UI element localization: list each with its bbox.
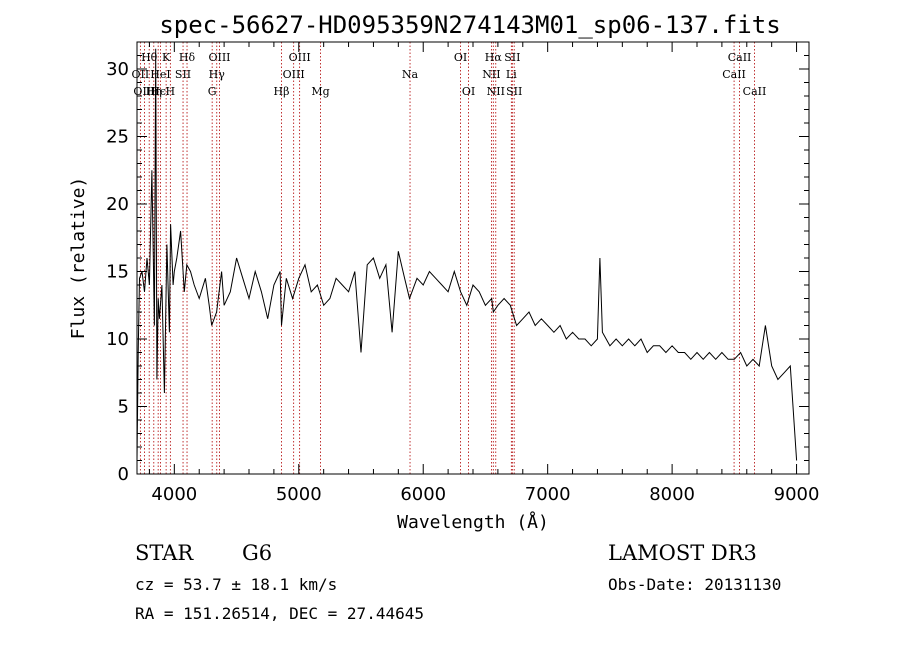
spectral-line-label: OI (462, 85, 475, 98)
y-tick-label: 15 (106, 262, 129, 283)
spectral-line-label: NII (482, 68, 500, 81)
x-tick-label: 6000 (400, 484, 446, 505)
spectral-line-label: Hγ (209, 68, 226, 81)
chart-title: spec-56627-HD095359N274143M01_sp06-137.f… (159, 11, 780, 39)
obs-date: Obs-Date: 20131130 (608, 575, 781, 594)
x-tick-label: 9000 (774, 484, 820, 505)
spectral-line-label: Hη (146, 85, 162, 98)
x-axis-label: Wavelength (Å) (397, 511, 549, 533)
y-tick-label: 20 (106, 194, 129, 215)
spectral-line-label: CaII (722, 68, 746, 81)
spectral-line-label: Hϵ (150, 85, 166, 98)
spectrum-series (136, 48, 798, 461)
spectral-line-label: OIII (289, 51, 311, 64)
subclass: G6 (242, 541, 272, 565)
spectral-line-label: Li (506, 68, 517, 81)
spectral-line-label: OIII (208, 51, 230, 64)
spectral-line-label: G (208, 85, 217, 98)
x-tick-label: 8000 (649, 484, 695, 505)
object-class: STAR (135, 541, 194, 565)
spectral-line-label: HeI (150, 68, 170, 81)
spectral-line-labels: HθOIIHηOIIIHϵHeIKHSIIHδGOIIIHγHβOIIIOIII… (132, 51, 767, 98)
spectral-line-label: Hθ (141, 51, 158, 64)
spectral-line-label: Mg (311, 85, 329, 98)
y-tick-label: 5 (118, 397, 129, 418)
y-tick-label: 25 (106, 127, 129, 148)
y-tick-label: 0 (118, 464, 129, 485)
spectral-line-label: K (162, 51, 171, 64)
spectrum-line (136, 48, 798, 461)
spectral-line-label: OI (454, 51, 467, 64)
axis-ticks: 4000 5000 6000 7000 8000 9000 0 5 10 15 20 25 30 (106, 42, 819, 505)
y-axis-label: Flux (relative) (68, 177, 89, 340)
spectral-line-label: OIII (283, 68, 305, 81)
spectral-line-label: SII (506, 85, 522, 98)
spectral-line-label: SII (175, 68, 191, 81)
redshift-cz: cz = 53.7 ± 18.1 km/s (135, 575, 337, 594)
spectral-line-label: SII (504, 51, 520, 64)
x-tick-label: 5000 (276, 484, 322, 505)
y-tick-label: 30 (106, 59, 129, 80)
spectral-line-label: Hβ (274, 85, 290, 98)
spectral-line-label: CaII (728, 51, 752, 64)
y-tick-label: 10 (106, 329, 129, 350)
spectral-line-label: Hδ (179, 51, 196, 64)
spectral-line-label: OIII (133, 85, 155, 98)
spectral-line-label: CaII (743, 85, 767, 98)
spectral-line-label: Hα (485, 51, 503, 64)
survey-name: LAMOST DR3 (608, 541, 757, 565)
coordinates: RA = 151.26514, DEC = 27.44645 (135, 604, 424, 623)
spectral-line-label: Na (402, 68, 419, 81)
plot-frame (136, 41, 810, 475)
x-tick-label: 7000 (525, 484, 571, 505)
x-tick-label: 4000 (151, 484, 197, 505)
spectral-line-label: NII (487, 85, 505, 98)
spectral-line-label: OII (132, 68, 150, 81)
spectral-line-markers (139, 42, 755, 474)
spectral-line-label: H (166, 85, 176, 98)
